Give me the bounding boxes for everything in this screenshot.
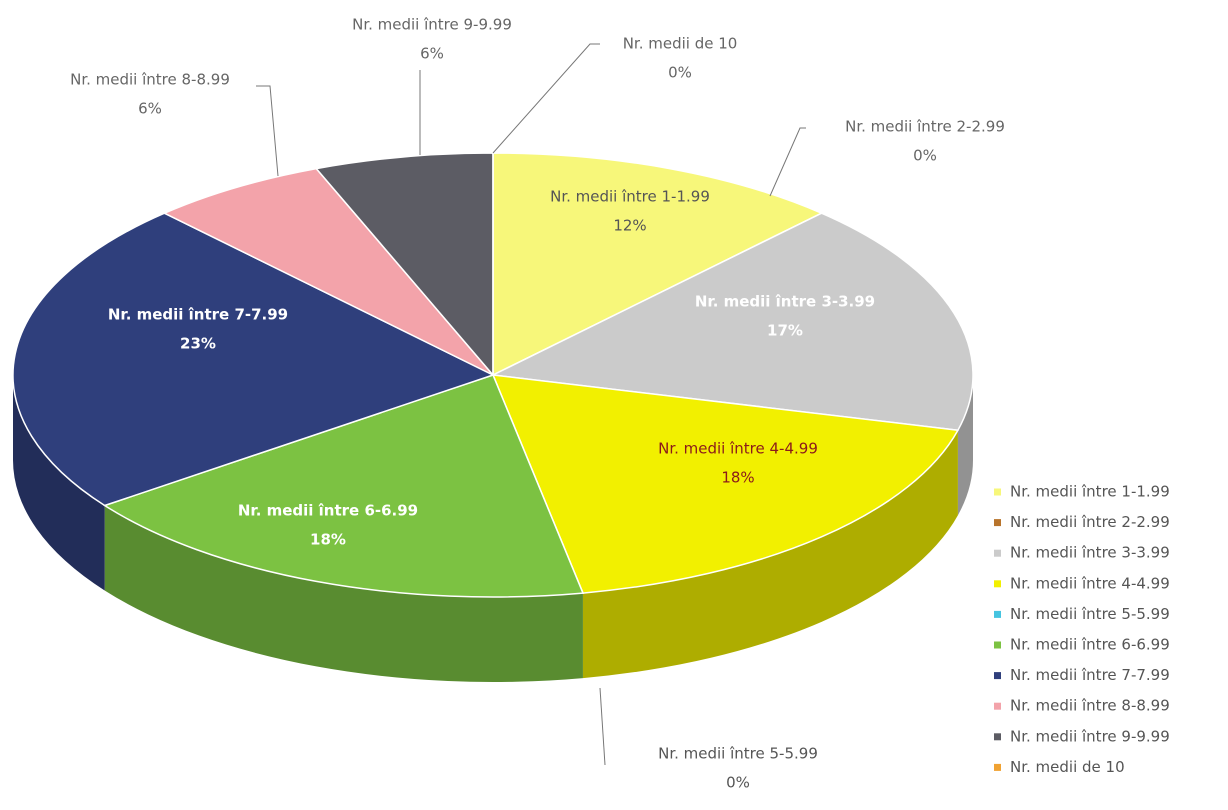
slice-side [582,430,958,679]
slice-label: Nr. medii între 4-4.99 [658,440,818,458]
slice-side [13,375,105,591]
slice-label: Nr. medii între 7-7.99 [108,306,288,324]
legend-marker [994,519,1001,527]
slice-side [104,505,583,682]
slice-value-label: 0% [913,147,937,165]
legend-marker [994,610,1001,618]
legend-label: Nr. medii între 1-1.99 [1010,483,1170,501]
slice-value-label: 12% [613,217,646,235]
legend-label: Nr. medii de 10 [1010,758,1125,776]
slice-label: Nr. medii între 6-6.99 [238,502,418,520]
legend-label: Nr. medii între 9-9.99 [1010,727,1170,745]
legend-marker [994,641,1001,649]
slice-label: Nr. medii între 9-9.99 [352,16,512,34]
slice-label: Nr. medii între 5-5.99 [658,745,818,763]
slice-value-label: 18% [721,469,754,487]
slice [490,212,974,432]
legend-marker [994,580,1001,588]
slice-side [957,375,973,516]
slice-value-label: 23% [180,335,216,353]
legend-label: Nr. medii între 3-3.99 [1010,544,1170,562]
slice-label: Nr. medii între 3-3.99 [695,293,875,311]
slice-value-label: 17% [767,322,803,340]
slice [314,152,494,378]
legend-marker [994,702,1001,710]
leader-line [769,127,806,197]
slice-label: Nr. medii între 1-1.99 [550,188,710,206]
leader-line [256,85,279,177]
slice-label: Nr. medii între 2-2.99 [845,118,1005,136]
legend-marker [994,672,1001,680]
leader-line [599,687,606,766]
slice [12,212,495,507]
slice-value-label: 0% [726,774,750,792]
slice-label: Nr. medii de 10 [623,35,738,53]
slice [491,374,960,594]
slice [492,152,824,377]
legend-marker [994,488,1001,496]
legend-label: Nr. medii între 8-8.99 [1010,697,1170,715]
legend-label: Nr. medii între 7-7.99 [1010,666,1170,684]
slice-label: Nr. medii între 8-8.99 [70,71,230,89]
legend-label: Nr. medii între 6-6.99 [1010,636,1170,654]
slice-value-label: 0% [668,64,692,82]
legend-label: Nr. medii între 2-2.99 [1010,513,1170,531]
legend-marker [994,549,1001,557]
legend-marker [994,763,1001,771]
slice [102,374,585,598]
legend-label: Nr. medii între 5-5.99 [1010,605,1170,623]
slice-value-label: 18% [310,531,346,549]
leader-line [492,43,600,154]
slice [162,167,494,376]
legend-label: Nr. medii între 4-4.99 [1010,574,1170,592]
legend-marker [994,733,1001,741]
slice-value-label: 6% [138,100,162,118]
slice-value-label: 6% [420,45,444,63]
